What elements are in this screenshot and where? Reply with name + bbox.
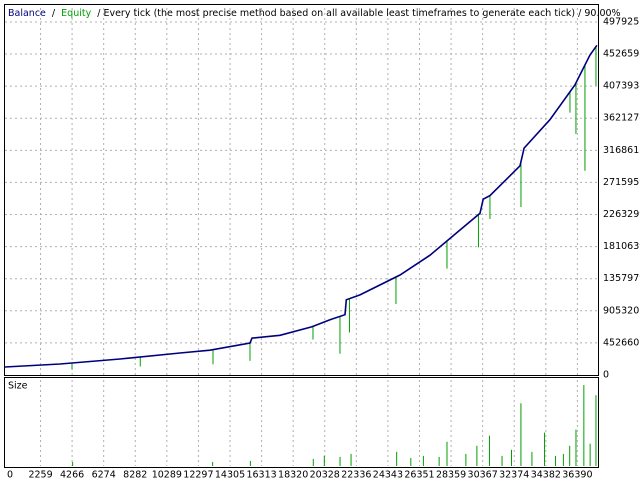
- x-tick-label: 16313: [246, 470, 276, 480]
- y-tick-label: 4073938: [603, 81, 640, 92]
- y-tick-label: 905320: [603, 305, 639, 316]
- x-tick-label: 8282: [123, 470, 147, 480]
- y-tick-label: 2715959: [603, 177, 640, 188]
- x-tick-label: 34382: [531, 470, 561, 480]
- x-tick-label: 22336: [341, 470, 371, 480]
- y-tick-label: 0: [603, 370, 609, 381]
- x-tick-label: 0: [7, 470, 13, 480]
- x-tick-label: 28359: [436, 470, 466, 480]
- x-tick-label: 12297: [183, 470, 213, 480]
- x-tick-label: 30367: [468, 470, 498, 480]
- x-tick-label: 24343: [373, 470, 403, 480]
- legend-balance: Balance: [8, 8, 46, 19]
- y-tick-label: 1810639: [603, 241, 640, 252]
- legend-description: / Every tick (the most precise method ba…: [97, 8, 620, 19]
- grid: [5, 8, 598, 466]
- x-tick-label: 18320: [278, 470, 308, 480]
- legend: Balance / Equity / Every tick (the most …: [8, 8, 621, 19]
- main-panel-frame: [4, 4, 599, 376]
- x-tick-label: 10289: [152, 470, 182, 480]
- y-tick-label: 4979257: [603, 16, 640, 27]
- x-tick-label: 2259: [28, 470, 52, 480]
- x-tick-label: 4266: [60, 470, 84, 480]
- y-tick-label: 1357979: [603, 273, 640, 284]
- size-label: Size: [8, 381, 28, 392]
- balance-line: [4, 44, 598, 368]
- size-panel-frame: [4, 377, 599, 468]
- x-tick-label: 32374: [499, 470, 529, 480]
- y-tick-label: 3621278: [603, 113, 640, 124]
- legend-equity: Equity: [61, 8, 91, 19]
- x-tick-label: 26351: [404, 470, 434, 480]
- marks: [4, 44, 598, 466]
- x-tick-label: 14305: [215, 470, 245, 480]
- legend-separator: /: [52, 8, 56, 19]
- x-tick-label: 6274: [92, 470, 116, 480]
- y-tick-label: 452660: [603, 337, 639, 348]
- y-tick-label: 2263299: [603, 209, 640, 220]
- x-tick-label: 20328: [310, 470, 340, 480]
- x-tick-label: 36390: [562, 470, 592, 480]
- y-tick-label: 3168618: [603, 145, 640, 156]
- y-tick-label: 4526598: [603, 49, 640, 60]
